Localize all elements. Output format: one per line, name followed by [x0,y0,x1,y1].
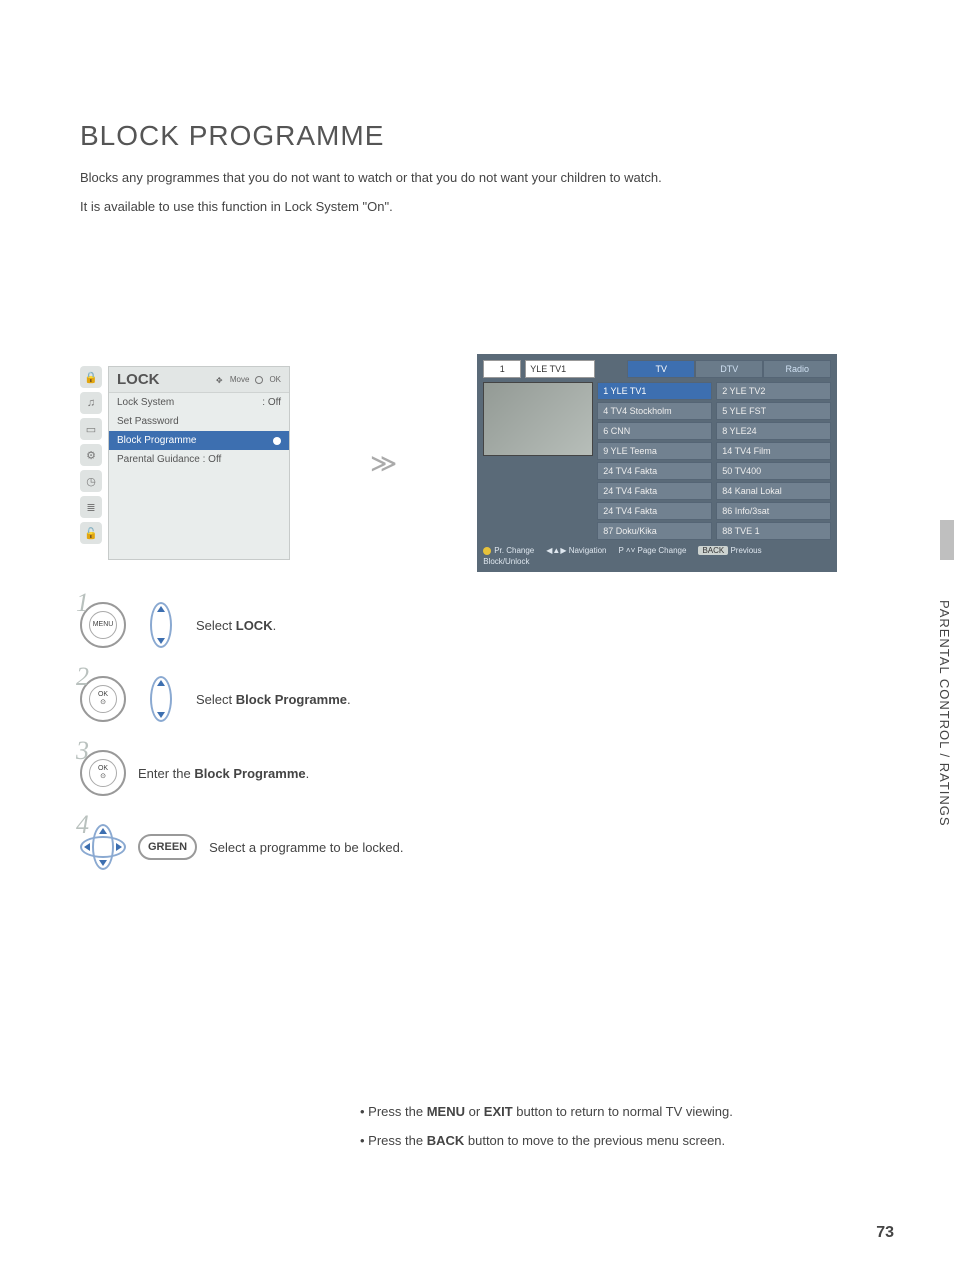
channel-column-1: 1 YLE TV1 4 TV4 Stockholm 6 CNN 9 YLE Te… [597,382,712,542]
menu-cat-lock-icon: 🔒 [80,366,102,388]
channel-row[interactable]: 9 YLE Teema [597,442,712,460]
selected-dot-icon [273,437,281,445]
menu-cat-audio-icon: ♫ [80,392,102,414]
channel-row[interactable]: 88 TVE 1 [716,522,831,540]
channel-row[interactable]: 8 YLE24 [716,422,831,440]
lock-item-parental-guidance[interactable]: Parental Guidance : Off [109,450,289,469]
step-text: Select LOCK. [196,618,276,633]
menu-cat-gear-icon: ⚙ [80,444,102,466]
step-number: 3 [76,736,89,766]
tab-radio[interactable]: Radio [763,360,831,378]
footer-back: BACK Previous [698,546,761,555]
hint-move: Move [230,375,250,384]
step-number: 2 [76,662,89,692]
footer-navigation: ◀▲▶ Navigation [546,546,606,555]
lock-menu-title: LOCK [117,371,160,388]
dpad-icon [138,676,184,722]
step-1: 1 MENU Select LOCK. [80,602,874,648]
lock-item-lock-system[interactable]: Lock System : Off [109,393,289,412]
channel-row[interactable]: 1 YLE TV1 [597,382,712,400]
arrow-right-icon: ≫ [370,448,397,479]
lock-item-value: : Off [262,397,281,408]
bottom-notes: • Press the MENU or EXIT button to retur… [360,1104,874,1162]
step-text: Select Block Programme. [196,692,351,707]
lock-item-block-programme[interactable]: Block Programme [109,431,289,450]
channel-row[interactable]: 24 TV4 Fakta [597,462,712,480]
dpad-icon [138,602,184,648]
lock-item-set-password[interactable]: Set Password [109,412,289,431]
lock-item-label: Parental Guidance : Off [117,454,221,465]
tab-dtv[interactable]: DTV [695,360,763,378]
channel-row[interactable]: 2 YLE TV2 [716,382,831,400]
intro-line-1: Blocks any programmes that you do not wa… [80,170,874,185]
lock-menu-hint: ✥ Move OK [216,375,281,384]
step-2: 2 OK⊙ Select Block Programme. [80,676,874,722]
page-number: 73 [876,1224,894,1242]
section-side-tab: PARENTAL CONTROL / RATINGS [932,560,954,860]
lock-item-label: Lock System [117,397,174,408]
remote-green-button: GREEN [138,834,197,860]
tab-tv[interactable]: TV [627,360,695,378]
channel-column-2: 2 YLE TV2 5 YLE FST 8 YLE24 14 TV4 Film … [716,382,831,542]
menu-cat-screen-icon: ▭ [80,418,102,440]
footer-page-change: P ˄˅ Page Change [619,546,687,555]
channel-row[interactable]: 86 Info/3sat [716,502,831,520]
channel-row[interactable]: 24 TV4 Fakta [597,502,712,520]
current-channel-name: YLE TV1 [525,360,595,378]
page-title: BLOCK PROGRAMME [80,120,874,152]
channel-row[interactable]: 24 TV4 Fakta [597,482,712,500]
side-tab-label: PARENTAL CONTROL / RATINGS [937,600,952,827]
menu-cat-list-icon: ≣ [80,496,102,518]
menu-cat-lock2-icon: 🔓 [80,522,102,544]
note-menu-exit: • Press the MENU or EXIT button to retur… [360,1104,874,1119]
step-text: Enter the Block Programme. [138,766,309,781]
channel-row[interactable]: 4 TV4 Stockholm [597,402,712,420]
remote-button-label: OK⊙ [89,685,117,713]
menu-cat-clock-icon: ◷ [80,470,102,492]
channel-row[interactable]: 84 Kanal Lokal [716,482,831,500]
lock-menu-panel: 🔒 ♫ ▭ ⚙ ◷ ≣ 🔓 LOCK ✥ Move OK [80,366,290,560]
note-back: • Press the BACK button to move to the p… [360,1133,874,1148]
channel-row[interactable]: 14 TV4 Film [716,442,831,460]
remote-button-label: OK⊙ [89,759,117,787]
channel-preview [483,382,593,456]
yellow-dot-icon [483,547,491,555]
channel-row[interactable]: 5 YLE FST [716,402,831,420]
step-number: 1 [76,588,89,618]
channel-row[interactable]: 50 TV400 [716,462,831,480]
remote-button-label: MENU [89,611,117,639]
footer-pr-change: Pr. Change [483,546,534,555]
channel-row[interactable]: 6 CNN [597,422,712,440]
side-tab-marker [940,520,954,560]
lock-item-label: Set Password [117,416,179,427]
intro-line-2: It is available to use this function in … [80,199,874,214]
step-4: 4 GREEN Select a programme to be locked. [80,824,874,870]
channel-list-panel: 1 YLE TV1 TV DTV Radio 1 YLE TV1 4 TV4 S… [477,354,837,572]
step-text: Select a programme to be locked. [209,840,403,855]
current-channel-number: 1 [483,360,521,378]
hint-ok: OK [269,375,281,384]
channel-row[interactable]: 87 Doku/Kika [597,522,712,540]
lock-item-label: Block Programme [117,435,196,446]
footer-block-unlock: Block/Unlock [483,557,831,566]
step-3: 3 OK⊙ Enter the Block Programme. [80,750,874,796]
dpad-icon [80,824,126,870]
